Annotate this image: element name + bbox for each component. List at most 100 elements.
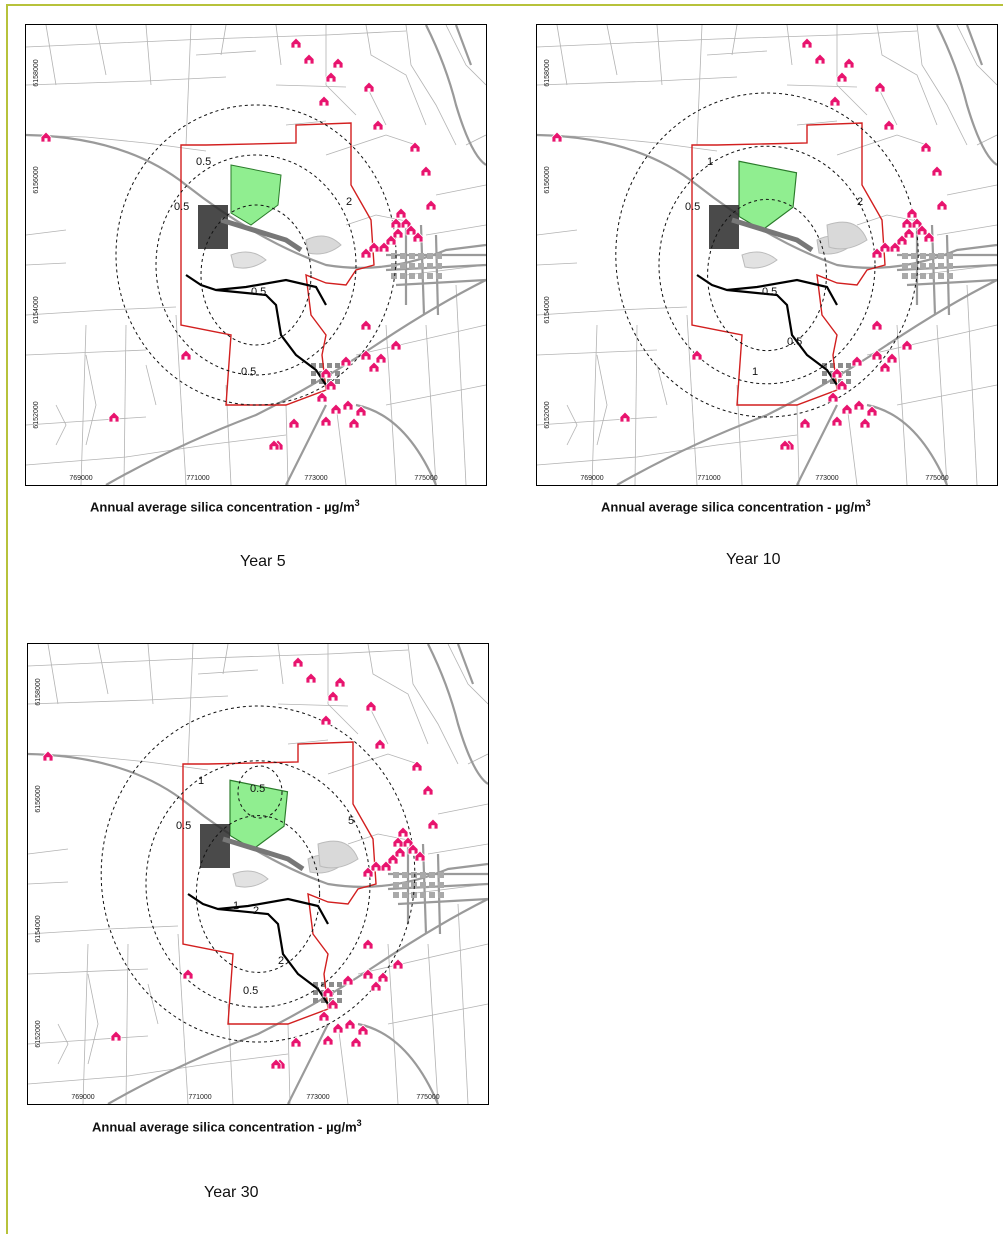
town-building [429,892,435,898]
receptor-house-icon [879,361,891,373]
receptor-house-door [379,359,383,363]
receptor-house-door [324,721,328,725]
receptor-house-icon [360,247,372,259]
receptor-house-shape [374,738,386,750]
receptor-house-shape [871,319,883,331]
contour-label: 2 [278,955,284,967]
parcel-boundary-line [147,983,159,1025]
receptor-house-shape [368,361,380,373]
parcel-boundary-line [786,84,858,88]
parcel-boundary-line [97,644,109,695]
receptor-house-door [391,860,395,864]
receptor-house-shape [871,349,883,361]
infrastructure-area [198,205,228,249]
town-building [391,253,397,259]
receptor-house-icon [422,784,434,796]
parcel-boundary-line [407,644,459,765]
receptor-house-icon [268,439,280,451]
parcel-boundary-line [287,1023,291,1104]
receptor-house-icon [923,231,935,243]
parcel-boundary-line [537,416,658,426]
parcel-boundary-line [656,25,663,86]
town-building [436,263,442,269]
x-tick-label: 769000 [71,1094,94,1101]
parcel-boundary-line [26,262,67,266]
receptor-house-icon [316,391,328,403]
parcel-boundary-line [866,324,997,356]
town-building [822,379,827,384]
receptor-house-shape [108,411,120,423]
town-building [418,263,424,269]
receptor-house-door [382,248,386,252]
town-building [947,263,953,269]
receptor-house-shape [377,971,389,983]
town-building [335,371,340,376]
receptor-house-icon [303,53,315,65]
receptor-house-shape [42,750,54,762]
parcel-boundary-line [836,134,928,156]
parcel-boundary-line [876,25,938,126]
receptor-house-door [411,850,415,854]
receptor-house-shape [879,361,891,373]
receptor-house-door [875,254,879,258]
receptor-house-icon [180,349,192,361]
town-building [947,273,953,279]
parcel-boundary-line [287,739,329,745]
receptor-house-icon [342,974,354,986]
receptor-house-door [855,362,859,366]
town-building [420,882,426,888]
town-building [335,363,340,368]
receptor-house-icon [348,417,360,429]
town-building [938,253,944,259]
contour-label: 0.5 [176,820,191,832]
receptor-house-door [346,406,350,410]
receptor-house-shape [883,119,895,131]
road-line [425,25,486,166]
project-boundary [691,122,886,406]
receptor-house-shape [303,53,315,65]
parcel-boundary-line [145,25,152,86]
town-building [335,379,340,384]
parcel-boundary-line [26,30,407,48]
parcel-boundary-line [125,943,129,1104]
receptor-house-shape [779,439,791,451]
receptor-house-door [376,126,380,130]
parcel-boundary-line [435,184,486,196]
receptor-house-icon [831,367,843,379]
parcel-boundary-line [26,434,287,466]
y-tick-label: 6156000 [35,785,42,812]
receptor-house-shape [874,81,886,93]
infrastructure-area [200,824,230,868]
receptor-house-door [394,224,398,228]
receptor-house-icon [871,247,883,259]
receptor-house-icon [372,119,384,131]
receptor-house-door [940,206,944,210]
parcel-boundary-line [28,1035,149,1045]
receptor-house-door [364,356,368,360]
overburden-area [305,235,342,255]
receptor-house-icon [392,958,404,970]
receptor-house-icon [901,339,913,351]
receptor-house-door [384,867,388,871]
contour-label: 0.5 [685,201,700,213]
receptor-house-door [378,745,382,749]
parcel-boundary-line [26,229,67,236]
receptor-house-icon [827,391,839,403]
parcel-boundary-line [177,933,189,1104]
receptor-house-shape [365,700,377,712]
receptor-house-icon [320,415,332,427]
town-building [902,273,908,279]
road-line [936,25,997,166]
road-line [355,403,438,485]
parcel-boundary-line [656,364,668,406]
receptor-house-shape [327,998,339,1010]
receptor-house-shape [395,207,407,219]
town-building [929,263,935,269]
receptor-house-shape [318,95,330,107]
receptor-house-door [907,234,911,238]
receptor-house-shape [866,405,878,417]
parcel-boundary-line [145,364,157,406]
road-line [454,25,473,66]
receptor-house-shape [425,199,437,211]
road-line [397,897,488,906]
